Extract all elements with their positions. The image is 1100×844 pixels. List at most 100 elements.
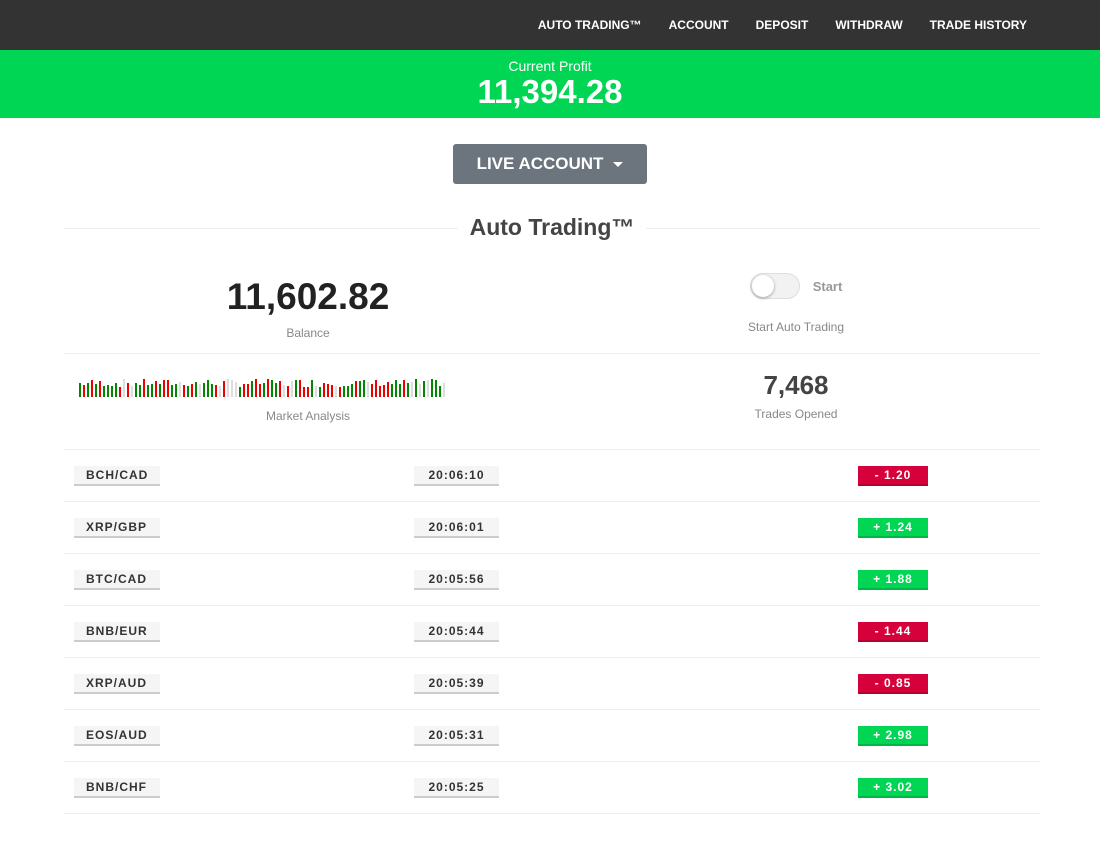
market-bar [159,384,161,397]
change-badge: - 1.20 [858,465,928,486]
market-bar [343,386,345,397]
account-dropdown-button[interactable]: LIVE ACCOUNT [453,144,647,184]
market-bar [179,381,181,397]
market-bar [163,379,165,397]
market-bar [271,380,273,397]
market-bar [263,383,265,397]
market-bar [327,384,329,397]
market-bar [363,379,365,397]
time-badge: 20:05:39 [414,673,499,694]
market-bar [379,386,381,397]
trades-list: BCH/CAD 20:06:10 - 1.20 XRP/GBP 20:06:01 + 1.… [64,450,1040,814]
market-bar [347,386,349,397]
market-bar [427,379,429,397]
market-bar [439,386,441,397]
market-bar [275,383,277,397]
time-badge: 20:05:44 [414,621,499,642]
nav-auto-trading[interactable]: AUTO TRADING™ [537,18,642,32]
market-bar [279,380,281,397]
market-bar [151,384,153,397]
market-bar [191,383,193,397]
pair-badge: BCH/CAD [74,465,160,486]
market-bar [423,381,425,397]
market-bar [107,385,109,397]
nav-trade-history[interactable]: TRADE HISTORY [929,18,1027,32]
market-bar [311,380,313,397]
trade-row: XRP/AUD 20:05:39 - 0.85 [64,658,1040,710]
trade-row: EOS/AUD 20:05:31 + 2.98 [64,710,1040,762]
market-bar [391,383,393,397]
change-badge: - 0.85 [858,673,928,694]
market-bar [383,384,385,397]
balance-label: Balance [286,326,330,340]
market-bar [355,380,357,397]
market-bar [295,380,297,397]
market-bar [247,383,249,397]
market-bar [431,379,433,397]
market-bar [219,385,221,397]
market-bar [267,379,269,397]
market-bar [155,380,157,397]
nav-deposit[interactable]: DEPOSIT [755,18,809,32]
change-badge: + 1.88 [858,569,928,590]
pair-badge: XRP/GBP [74,517,160,538]
nav-withdraw[interactable]: WITHDRAW [835,18,903,32]
caret-down-icon [613,162,624,168]
market-bar [187,386,189,397]
market-bar [143,379,145,397]
market-bar [323,383,325,397]
change-badge: + 3.02 [858,777,928,798]
change-badge: + 2.98 [858,725,928,746]
market-bar [235,381,237,397]
balance-value: 11,602.82 [226,276,390,317]
pair-badge: XRP/AUD [74,673,160,694]
market-bar [243,384,245,397]
market-bar [415,379,417,397]
market-bar [395,379,397,397]
pair-badge: BNB/EUR [74,621,160,642]
nav-account[interactable]: ACCOUNT [668,18,729,32]
market-bar [131,385,133,397]
market-bar [119,386,121,397]
auto-trading-toggle[interactable] [749,273,800,299]
market-bar [315,385,317,397]
market-bar [111,385,113,397]
market-bar [203,383,205,397]
market-bar [175,383,177,397]
market-bar [91,379,93,397]
market-bar [99,380,101,397]
market-analysis-bars [79,377,539,397]
account-label: LIVE ACCOUNT [476,154,604,173]
market-bar [195,381,197,397]
market-bar [95,383,97,397]
title-text: Auto Trading™ [457,214,647,240]
pair-badge: EOS/AUD [74,725,160,746]
market-bar [115,383,117,397]
time-badge: 20:05:25 [414,777,499,798]
market-bar [199,384,201,397]
market-bar [87,382,89,397]
market-bar [259,384,261,397]
market-bar [435,380,437,397]
time-badge: 20:06:10 [414,465,499,486]
time-badge: 20:05:31 [414,725,499,746]
market-bar [399,383,401,397]
pair-badge: BTC/CAD [74,569,160,590]
market-bar [359,381,361,397]
market-bar [307,386,309,397]
profit-label: Current Profit [508,58,592,74]
market-bar [371,384,373,397]
auto-trading-section: Auto Trading™ 11,602.82 Balance Start St… [64,214,1040,814]
market-bar [251,381,253,397]
market-bar [411,381,413,397]
market-bar [367,381,369,397]
market-bar [339,387,341,397]
trade-row: XRP/GBP 20:06:01 + 1.24 [64,502,1040,554]
market-bar [331,384,333,397]
profit-banner: Current Profit 11,394.28 [0,50,1100,118]
trade-row: BNB/CHF 20:05:25 + 3.02 [64,762,1040,814]
market-bar [227,379,229,397]
market-bar [223,380,225,397]
market-bar [171,385,173,397]
time-badge: 20:06:01 [414,517,499,538]
